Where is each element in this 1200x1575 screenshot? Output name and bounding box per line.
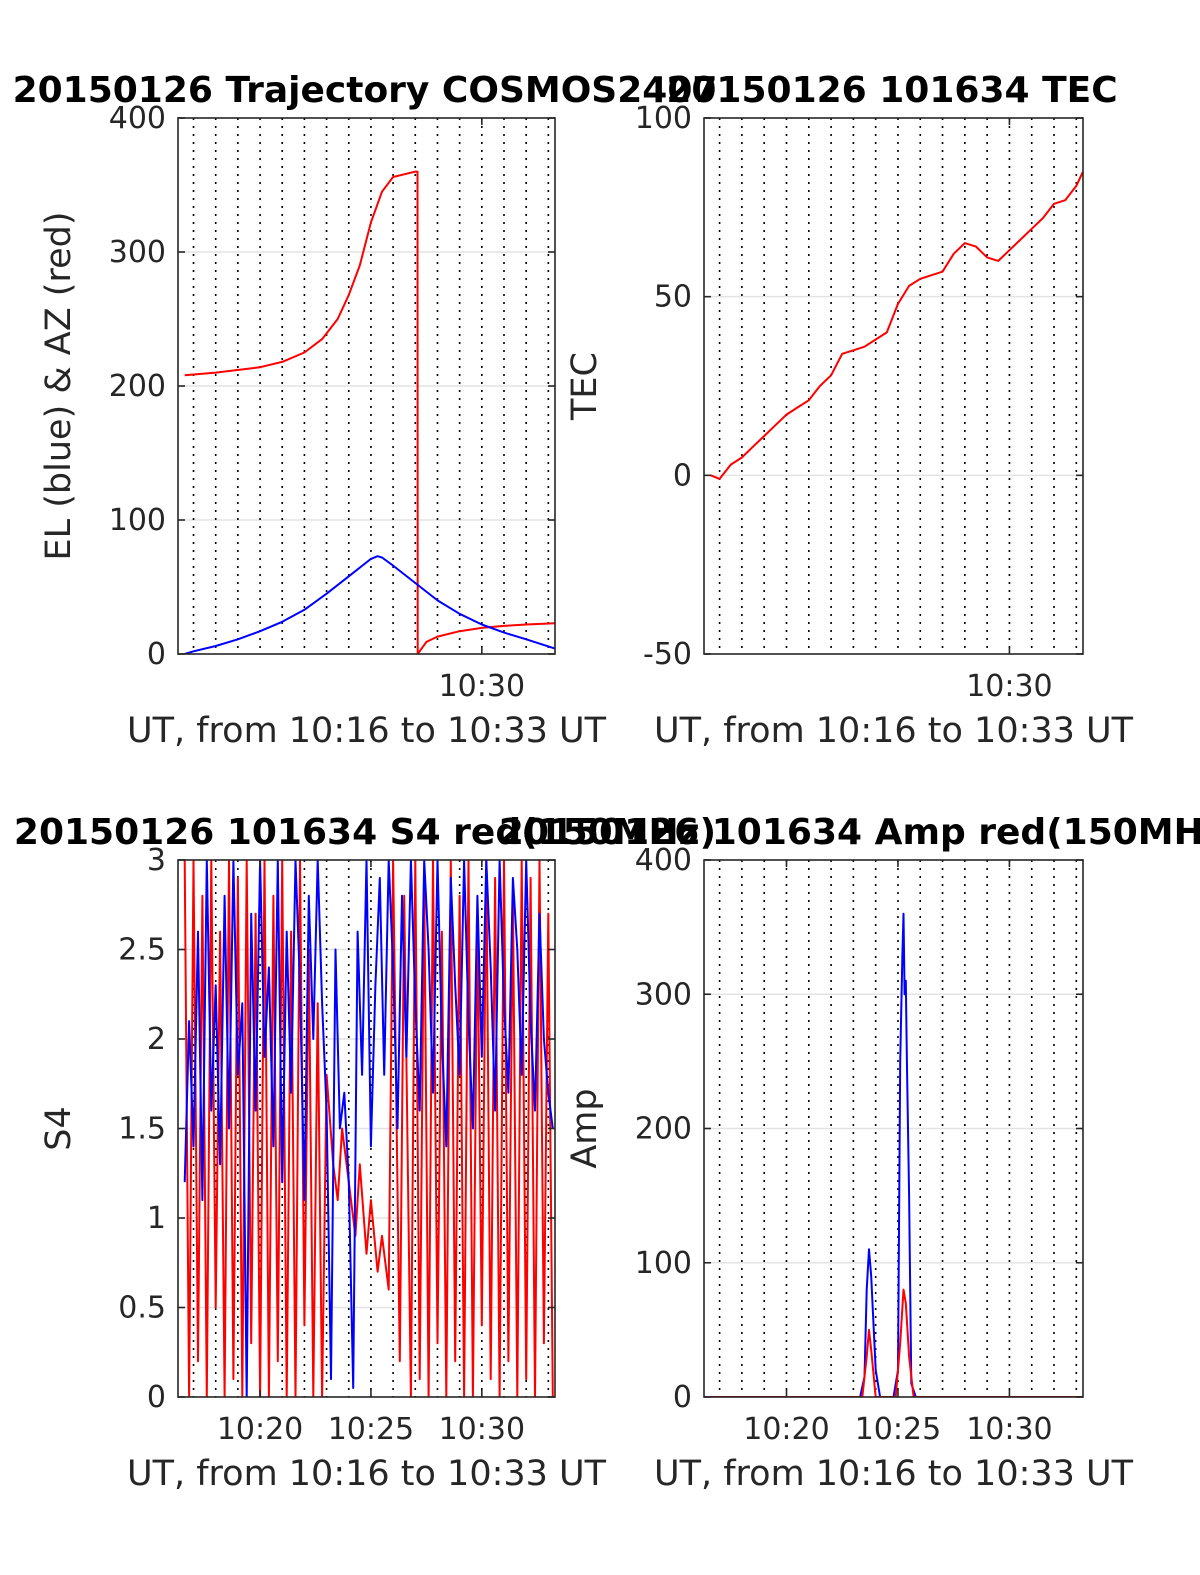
panel-title: 20150126 101634 Amp red(150MHz) bbox=[499, 812, 1200, 853]
x-tick-label: 10:20 bbox=[743, 1412, 829, 1447]
y-tick-label: 200 bbox=[635, 1112, 692, 1147]
x-axis-label: UT, from 10:16 to 10:33 UT bbox=[127, 1454, 607, 1494]
y-tick-label: 200 bbox=[109, 369, 166, 404]
y-axis-label: Amp bbox=[565, 1088, 605, 1168]
x-tick-label: 10:30 bbox=[439, 1412, 525, 1447]
y-tick-label: 100 bbox=[635, 1246, 692, 1281]
series-line-0 bbox=[710, 912, 1083, 1397]
x-tick-label: 10:20 bbox=[217, 1412, 303, 1447]
y-tick-label: 2 bbox=[147, 1022, 166, 1057]
x-axis-label: UT, from 10:16 to 10:33 UT bbox=[654, 711, 1134, 751]
y-tick-label: 1.5 bbox=[118, 1112, 166, 1147]
x-tick-label: 10:30 bbox=[966, 1412, 1052, 1447]
y-tick-label: 0 bbox=[147, 1380, 166, 1415]
y-tick-label: 0 bbox=[673, 458, 692, 493]
series-line-1 bbox=[184, 555, 555, 654]
y-tick-label: 0 bbox=[147, 637, 166, 672]
y-tick-label: 2.5 bbox=[118, 933, 166, 968]
x-axis-label: UT, from 10:16 to 10:33 UT bbox=[654, 1454, 1134, 1494]
y-tick-label: 50 bbox=[654, 280, 692, 315]
panel-title: 20150126 101634 S4 red(150MHz) bbox=[14, 812, 716, 853]
panel-title: 20150126 Trajectory COSMOS2407 bbox=[13, 70, 718, 111]
y-tick-label: -50 bbox=[643, 637, 692, 672]
y-tick-label: 0 bbox=[673, 1380, 692, 1415]
panel-title: 20150126 101634 TEC bbox=[666, 70, 1117, 111]
y-axis-label: TEC bbox=[565, 352, 605, 421]
x-tick-label: 10:25 bbox=[855, 1412, 941, 1447]
axes-frame bbox=[703, 117, 1084, 655]
y-tick-label: 0.5 bbox=[118, 1291, 166, 1326]
x-axis-label: UT, from 10:16 to 10:33 UT bbox=[127, 711, 607, 751]
panel-tec: 20150126 101634 TEC TEC UT, from 10:16 t… bbox=[565, 70, 1134, 751]
y-tick-label: 100 bbox=[109, 503, 166, 538]
y-tick-label: 100 bbox=[635, 101, 692, 136]
y-tick-label: 400 bbox=[635, 843, 692, 878]
y-tick-label: 400 bbox=[109, 101, 166, 136]
panel-amp: 20150126 101634 Amp red(150MHz) Amp UT, … bbox=[499, 812, 1200, 1494]
y-tick-label: 3 bbox=[147, 843, 166, 878]
panel-trajectory: 20150126 Trajectory COSMOS2407 EL (blue)… bbox=[13, 70, 718, 751]
y-axis-label: S4 bbox=[39, 1106, 79, 1151]
panel-s4: 20150126 101634 S4 red(150MHz) S4 UT, fr… bbox=[14, 812, 716, 1494]
y-tick-label: 300 bbox=[109, 235, 166, 270]
series-line-0 bbox=[183, 860, 554, 1397]
x-tick-label: 10:30 bbox=[966, 669, 1052, 704]
x-tick-label: 10:30 bbox=[439, 669, 525, 704]
y-tick-label: 1 bbox=[147, 1201, 166, 1236]
y-tick-label: 300 bbox=[635, 977, 692, 1012]
x-tick-label: 10:25 bbox=[328, 1412, 414, 1447]
series-line-1 bbox=[710, 1288, 1083, 1397]
series-line-1 bbox=[183, 860, 554, 1397]
series-line-0 bbox=[710, 171, 1083, 480]
series-line-0 bbox=[184, 170, 555, 654]
y-axis-label: EL (blue) & AZ (red) bbox=[39, 212, 79, 561]
